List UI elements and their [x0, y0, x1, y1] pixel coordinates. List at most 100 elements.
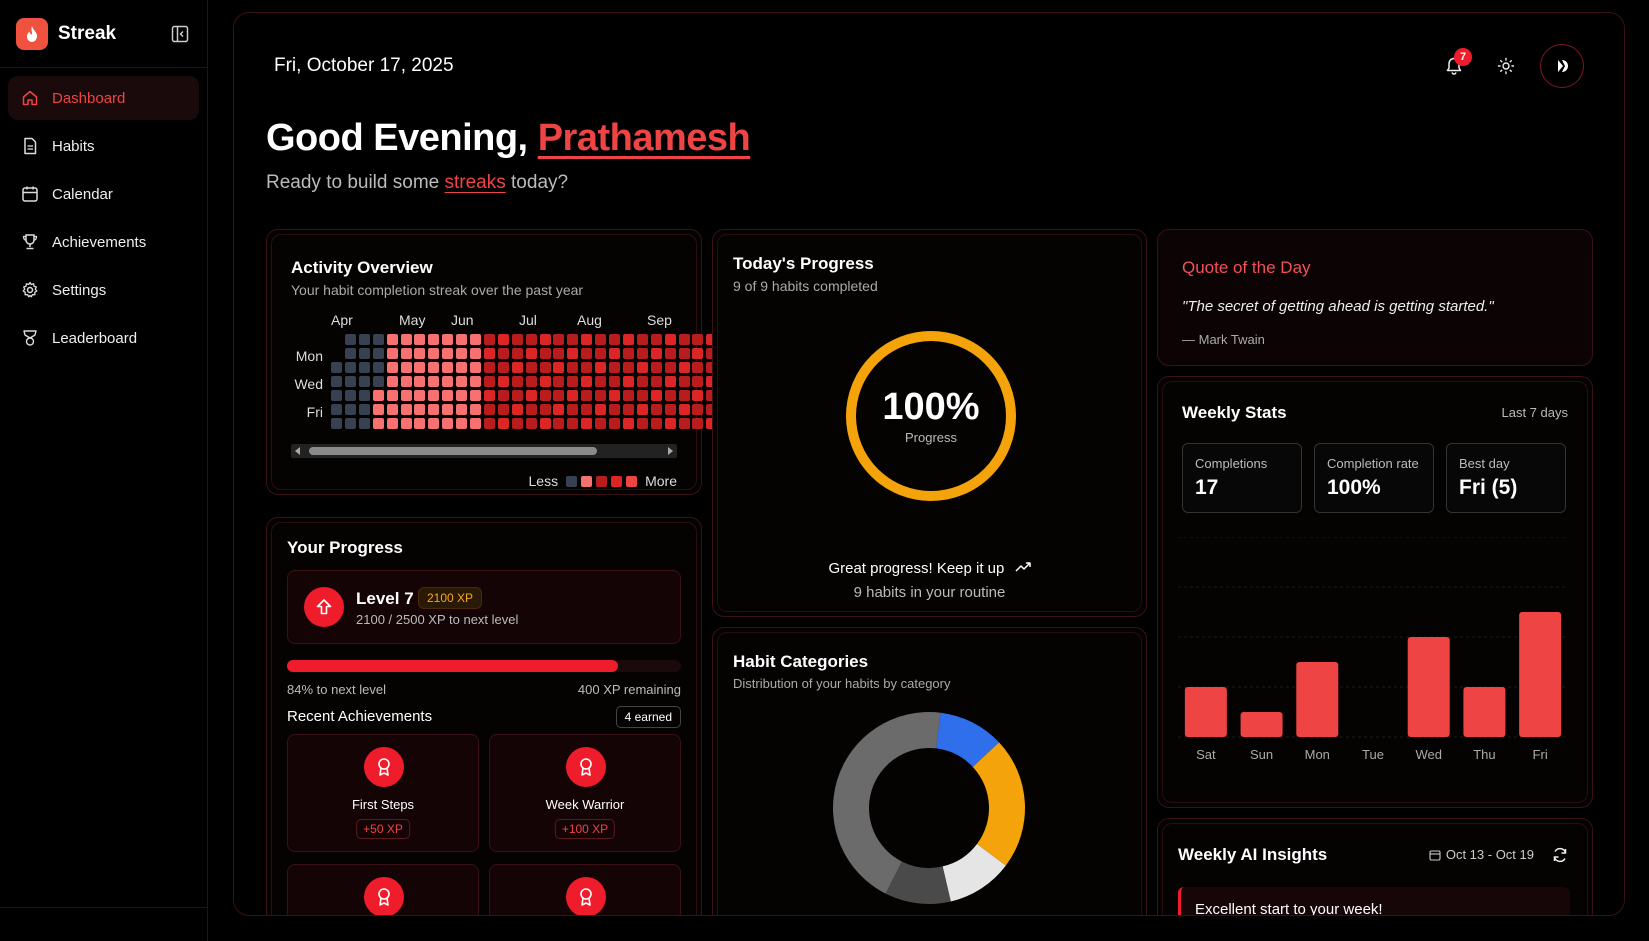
heatmap-cell: [678, 404, 690, 415]
notifications-button[interactable]: 7: [1436, 48, 1472, 84]
sidebar: Streak Dashboard Habits Calendar Achieve…: [0, 0, 208, 941]
progress-label: Progress: [904, 430, 958, 445]
sidebar-item-achievements[interactable]: Achievements: [8, 220, 199, 264]
sidebar-collapse-button[interactable]: [169, 23, 191, 45]
heatmap-cell: [595, 348, 607, 359]
heatmap-cell: [483, 348, 495, 359]
sidebar-item-leaderboard[interactable]: Leaderboard: [8, 316, 199, 360]
recent-achievements-title: Recent Achievements: [287, 708, 433, 725]
heatmap-cell: [456, 348, 468, 359]
heatmap-cell: [428, 376, 440, 387]
heatmap-cell: [692, 418, 704, 429]
achievement-card[interactable]: First Steps +50 XP: [287, 734, 479, 852]
heatmap-cell: [497, 334, 509, 345]
sidebar-item-dashboard[interactable]: Dashboard: [8, 76, 199, 120]
heatmap-cell: [539, 390, 551, 401]
heatmap-cell: [525, 418, 537, 429]
heatmap-cell: [622, 348, 634, 359]
donut-slice[interactable]: [936, 712, 1000, 767]
flame-icon: [16, 17, 48, 50]
chart-bar[interactable]: [1463, 687, 1506, 737]
chart-tick-label: Fri: [1533, 747, 1548, 762]
heatmap-cell: [358, 376, 370, 387]
heatmap-cell: [553, 348, 565, 359]
heatmap-months: Apr May Jun Jul Aug Sep: [291, 312, 677, 330]
heatmap-cell: [483, 362, 495, 373]
heatmap-cell: [358, 348, 370, 359]
heatmap-cell: [483, 376, 495, 387]
theme-toggle-button[interactable]: [1488, 48, 1524, 84]
scrollbar-thumb[interactable]: [309, 447, 597, 455]
heatmap-cell: [622, 404, 634, 415]
stat-completion-rate: Completion rate 100%: [1314, 443, 1434, 513]
heatmap-cell: [386, 390, 398, 401]
achievement-card[interactable]: [489, 864, 681, 915]
sidebar-item-settings[interactable]: Settings: [8, 268, 199, 312]
donut-slice[interactable]: [942, 844, 1006, 902]
heatmap-cell: [692, 362, 704, 373]
chart-tick-label: Sat: [1196, 747, 1216, 762]
heatmap-cell: [428, 362, 440, 373]
user-avatar-button[interactable]: [1540, 44, 1584, 88]
heatmap-cell: [553, 334, 565, 345]
ai-range-text: Oct 13 - Oct 19: [1445, 847, 1534, 862]
ribbon-icon: [566, 877, 606, 915]
heatmap-cell: [497, 376, 509, 387]
donut-slice[interactable]: [833, 712, 941, 894]
chart-bar[interactable]: [1519, 612, 1562, 737]
heatmap-cell: [386, 334, 398, 345]
heatmap-cell: [497, 404, 509, 415]
weekly-stats-card: Weekly Stats Last 7 days Completions 17 …: [1157, 376, 1593, 808]
weekly-bar-chart: Sat Sun Mon Tue Wed Thu Fri: [1178, 537, 1568, 762]
heatmap-cell: [595, 418, 607, 429]
heatmap-cell: [678, 334, 690, 345]
heatmap-cell: [525, 390, 537, 401]
heatmap-cell: [358, 390, 370, 401]
card-inner-border: [271, 522, 697, 915]
heatmap-cell: [470, 348, 481, 359]
chart-bar[interactable]: [1407, 637, 1450, 737]
heatmap-cell: [581, 348, 593, 359]
chart-bar[interactable]: [1240, 712, 1283, 737]
heatmap-cell: [344, 348, 356, 359]
chart-tick-label: Tue: [1362, 747, 1384, 762]
sidebar-item-habits[interactable]: Habits: [8, 124, 199, 168]
heatmap-cell: [331, 418, 342, 429]
heatmap-cell: [456, 418, 468, 429]
sidebar-nav: Dashboard Habits Calendar Achievements S…: [0, 68, 207, 372]
donut-slice[interactable]: [885, 861, 951, 904]
heatmap-cell: [372, 334, 384, 345]
sidebar-item-calendar[interactable]: Calendar: [8, 172, 199, 216]
chart-bar[interactable]: [1296, 662, 1339, 737]
heatmap-cell: [372, 390, 384, 401]
legend-swatch: [611, 475, 623, 487]
weekly-stats-range: Last 7 days: [1501, 405, 1569, 420]
achievement-card[interactable]: [287, 864, 479, 915]
heatmap-cell: [553, 418, 565, 429]
heatmap-cell: [650, 334, 662, 345]
heatmap-cell: [664, 376, 676, 387]
heatmap-cell: [636, 348, 648, 359]
donut-slice[interactable]: [972, 742, 1025, 866]
stat-completions: Completions 17: [1182, 443, 1302, 513]
chart-bar[interactable]: [1184, 687, 1227, 737]
refresh-button[interactable]: [1548, 843, 1572, 867]
heatmap-cell: [414, 418, 426, 429]
heatmap-scrollbar[interactable]: [291, 444, 677, 458]
achievement-card[interactable]: Week Warrior +100 XP: [489, 734, 681, 852]
ai-insights-range: Oct 13 - Oct 19: [1429, 847, 1534, 862]
heatmap-cell: [386, 376, 398, 387]
heatmap-cell: [442, 404, 454, 415]
month-label: May: [399, 312, 426, 328]
your-progress-title: Your Progress: [287, 538, 403, 557]
weekly-ai-insights-card: Weekly AI Insights Oct 13 - Oct 19 Excel…: [1157, 818, 1593, 915]
heatmap-cell: [456, 334, 468, 345]
heatmap-cell: [636, 390, 648, 401]
month-label: Jun: [451, 312, 474, 328]
heatmap-cell: [539, 404, 551, 415]
heatmap-cell: [344, 376, 356, 387]
heatmap-cell: [595, 390, 607, 401]
chart-tick-label: Mon: [1305, 747, 1330, 762]
heatmap-cell: [609, 334, 620, 345]
stat-label: Completions: [1195, 456, 1268, 471]
